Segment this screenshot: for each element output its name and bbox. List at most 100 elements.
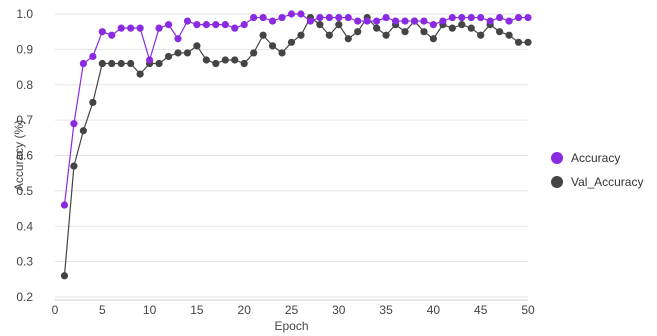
data-point-accuracy[interactable] (391, 17, 400, 25)
data-point-accuracy[interactable] (193, 21, 201, 29)
data-point-accuracy[interactable] (325, 13, 333, 22)
data-point-accuracy[interactable] (486, 17, 494, 25)
data-point-accuracy[interactable] (60, 201, 69, 209)
data-point-val-accuracy[interactable] (458, 21, 466, 29)
data-point-accuracy[interactable] (429, 21, 437, 29)
data-point-val-accuracy[interactable] (505, 31, 513, 39)
data-point-val-accuracy[interactable] (259, 31, 267, 39)
data-point-accuracy[interactable] (401, 17, 409, 25)
data-point-val-accuracy[interactable] (193, 42, 201, 50)
data-point-val-accuracy[interactable] (524, 38, 532, 46)
data-point-accuracy[interactable] (98, 28, 106, 36)
data-point-accuracy[interactable] (297, 10, 305, 18)
data-point-accuracy[interactable] (221, 21, 229, 29)
data-point-val-accuracy[interactable] (429, 35, 437, 43)
data-point-val-accuracy[interactable] (240, 59, 248, 68)
data-point-accuracy[interactable] (477, 13, 485, 22)
data-point-accuracy[interactable] (89, 52, 97, 61)
data-point-val-accuracy[interactable] (183, 49, 192, 57)
data-point-val-accuracy[interactable] (268, 42, 277, 50)
data-point-accuracy[interactable] (344, 13, 352, 22)
data-point-val-accuracy[interactable] (108, 59, 116, 68)
data-point-accuracy[interactable] (306, 17, 315, 25)
data-point-val-accuracy[interactable] (250, 49, 258, 57)
data-point-val-accuracy[interactable] (344, 35, 352, 43)
data-point-accuracy[interactable] (458, 13, 466, 22)
data-point-val-accuracy[interactable] (382, 31, 390, 39)
data-point-val-accuracy[interactable] (496, 28, 504, 36)
data-point-val-accuracy[interactable] (354, 28, 362, 36)
data-point-accuracy[interactable] (382, 13, 390, 22)
data-point-val-accuracy[interactable] (98, 59, 106, 68)
data-point-val-accuracy[interactable] (287, 38, 296, 46)
data-point-val-accuracy[interactable] (79, 127, 87, 135)
data-point-accuracy[interactable] (259, 13, 267, 22)
data-point-val-accuracy[interactable] (212, 59, 220, 68)
series-val-accuracy (60, 13, 532, 280)
legend-item-val-accuracy[interactable]: Val_Accuracy (551, 175, 643, 189)
data-point-accuracy[interactable] (410, 17, 419, 25)
data-point-val-accuracy[interactable] (325, 31, 333, 39)
data-point-val-accuracy[interactable] (155, 59, 163, 68)
data-point-accuracy[interactable] (354, 17, 362, 25)
data-point-accuracy[interactable] (79, 59, 87, 68)
data-point-accuracy[interactable] (108, 31, 116, 39)
data-point-val-accuracy[interactable] (231, 56, 239, 64)
data-point-accuracy[interactable] (146, 56, 154, 64)
data-point-accuracy[interactable] (316, 13, 324, 22)
data-point-val-accuracy[interactable] (467, 24, 475, 32)
data-point-val-accuracy[interactable] (420, 28, 428, 36)
data-point-accuracy[interactable] (136, 24, 144, 32)
data-point-val-accuracy[interactable] (278, 49, 286, 57)
data-point-val-accuracy[interactable] (174, 49, 182, 57)
data-point-val-accuracy[interactable] (70, 162, 78, 170)
legend-item-accuracy[interactable]: Accuracy (551, 151, 620, 165)
data-point-val-accuracy[interactable] (117, 59, 125, 68)
data-point-accuracy[interactable] (202, 21, 210, 29)
data-point-accuracy[interactable] (467, 13, 475, 22)
data-point-val-accuracy[interactable] (164, 52, 173, 61)
data-point-val-accuracy[interactable] (514, 38, 523, 46)
data-point-accuracy[interactable] (117, 24, 125, 32)
data-point-accuracy[interactable] (231, 24, 239, 32)
legend-marker-val-accuracy (551, 176, 563, 188)
data-point-val-accuracy[interactable] (89, 98, 97, 107)
data-point-accuracy[interactable] (70, 120, 78, 128)
data-point-accuracy[interactable] (505, 17, 513, 25)
data-point-accuracy[interactable] (127, 24, 135, 32)
data-point-accuracy[interactable] (335, 13, 343, 22)
data-point-accuracy[interactable] (183, 17, 192, 25)
data-point-accuracy[interactable] (174, 35, 182, 43)
data-point-accuracy[interactable] (363, 17, 371, 25)
data-point-accuracy[interactable] (524, 13, 532, 22)
x-tick-label: 30 (332, 303, 346, 317)
data-point-accuracy[interactable] (155, 24, 163, 32)
data-point-accuracy[interactable] (373, 17, 381, 25)
data-point-val-accuracy[interactable] (373, 24, 381, 32)
data-point-accuracy[interactable] (287, 10, 296, 18)
data-point-accuracy[interactable] (448, 13, 456, 22)
data-point-accuracy[interactable] (250, 13, 258, 22)
data-point-val-accuracy[interactable] (316, 21, 324, 29)
y-tick-label: 0.8 (16, 78, 33, 92)
data-point-accuracy[interactable] (278, 13, 286, 22)
x-tick-label: 45 (474, 303, 488, 317)
data-point-val-accuracy[interactable] (136, 70, 144, 78)
data-point-accuracy[interactable] (496, 13, 504, 22)
data-point-val-accuracy[interactable] (401, 28, 409, 36)
data-point-val-accuracy[interactable] (60, 272, 69, 280)
data-point-accuracy[interactable] (240, 21, 248, 29)
data-point-val-accuracy[interactable] (221, 56, 229, 64)
data-point-val-accuracy[interactable] (448, 24, 456, 32)
data-point-accuracy[interactable] (439, 17, 447, 25)
data-point-accuracy[interactable] (420, 17, 428, 25)
data-point-val-accuracy[interactable] (127, 59, 135, 68)
data-point-val-accuracy[interactable] (202, 56, 210, 64)
data-point-accuracy[interactable] (212, 21, 220, 29)
data-point-accuracy[interactable] (268, 17, 277, 25)
data-point-accuracy[interactable] (514, 13, 523, 22)
data-point-val-accuracy[interactable] (477, 31, 485, 39)
data-point-val-accuracy[interactable] (335, 21, 343, 29)
data-point-accuracy[interactable] (164, 21, 173, 29)
data-point-val-accuracy[interactable] (297, 31, 305, 39)
